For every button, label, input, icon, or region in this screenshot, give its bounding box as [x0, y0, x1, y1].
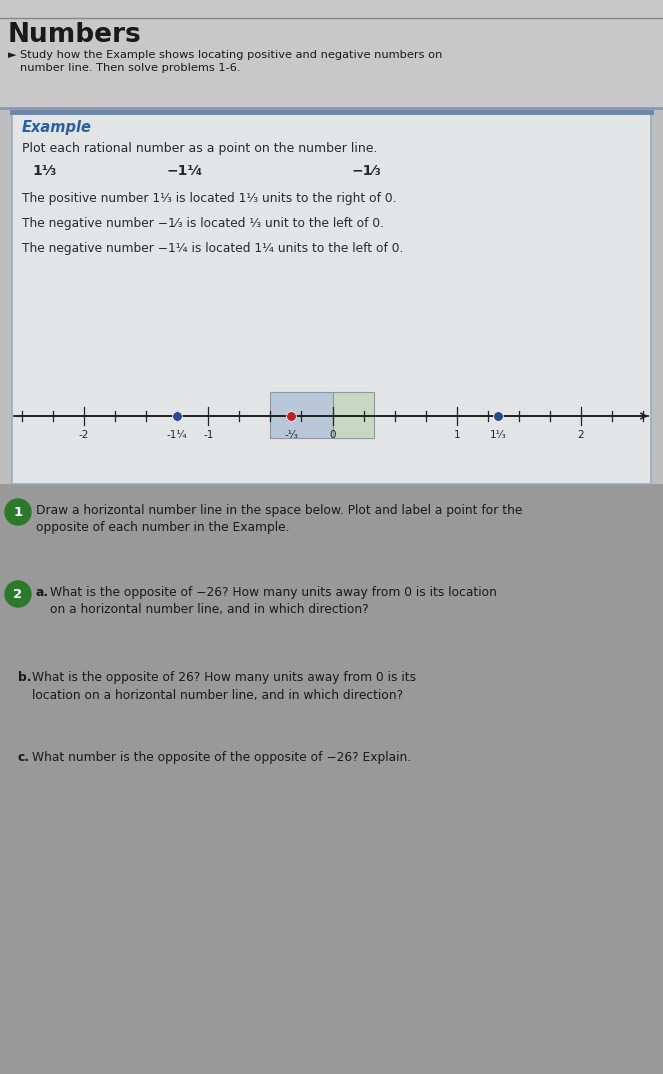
Bar — [271, 392, 333, 438]
Circle shape — [5, 499, 31, 525]
Text: 2: 2 — [13, 587, 23, 600]
Text: −1¹⁄₄: −1¹⁄₄ — [167, 164, 203, 178]
Text: 1: 1 — [453, 430, 460, 440]
Text: 1¹⁄₃: 1¹⁄₃ — [490, 430, 507, 440]
Text: ►: ► — [8, 50, 17, 60]
Text: What is the opposite of 26? How many units away from 0 is its
location on a hori: What is the opposite of 26? How many uni… — [32, 671, 416, 701]
Bar — [12, 112, 651, 484]
Text: The negative number −1⁄₃ is located ¹⁄₃ unit to the left of 0.: The negative number −1⁄₃ is located ¹⁄₃ … — [22, 217, 384, 230]
Text: -1¹⁄₄: -1¹⁄₄ — [167, 430, 188, 440]
Text: The negative number −1¹⁄₄ is located 1¹⁄₄ units to the left of 0.: The negative number −1¹⁄₄ is located 1¹⁄… — [22, 242, 403, 255]
Text: Plot each rational number as a point on the number line.: Plot each rational number as a point on … — [22, 142, 377, 155]
Text: Draw a horizontal number line in the space below. Plot and label a point for the: Draw a horizontal number line in the spa… — [36, 504, 522, 535]
Text: The positive number 1¹⁄₃ is located 1¹⁄₃ units to the right of 0.: The positive number 1¹⁄₃ is located 1¹⁄₃… — [22, 192, 396, 205]
Circle shape — [5, 581, 31, 607]
Bar — [333, 392, 374, 438]
Text: 2: 2 — [577, 430, 584, 440]
Text: 0: 0 — [330, 430, 335, 440]
Text: 1: 1 — [13, 506, 23, 519]
Text: What number is the opposite of the opposite of −26? Explain.: What number is the opposite of the oppos… — [32, 751, 411, 764]
Text: Numbers: Numbers — [8, 21, 142, 48]
Text: -¹⁄₃: -¹⁄₃ — [284, 430, 298, 440]
Text: -2: -2 — [79, 430, 90, 440]
Bar — [0, 484, 663, 1074]
Bar — [0, 0, 663, 108]
Text: c.: c. — [18, 751, 30, 764]
Text: What is the opposite of −26? How many units away from 0 is its location
on a hor: What is the opposite of −26? How many un… — [50, 586, 497, 616]
Text: b.: b. — [18, 671, 32, 684]
Text: Study how the Example shows locating positive and negative numbers on
number lin: Study how the Example shows locating pos… — [20, 50, 442, 73]
Text: a.: a. — [36, 586, 49, 599]
Text: Example: Example — [22, 120, 92, 135]
Text: -1: -1 — [203, 430, 213, 440]
Text: 1¹⁄₃: 1¹⁄₃ — [32, 164, 56, 178]
Text: −1⁄₃: −1⁄₃ — [352, 164, 382, 178]
